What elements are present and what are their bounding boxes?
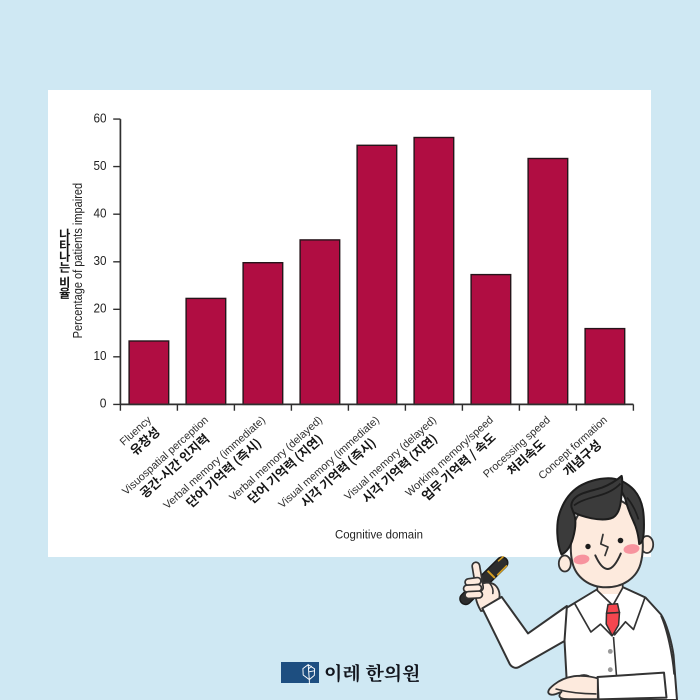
svg-text:50: 50 [94, 159, 107, 173]
svg-text:20: 20 [94, 302, 107, 316]
svg-text:0: 0 [100, 397, 107, 411]
svg-text:Percentage of patients impaire: Percentage of patients impaired [70, 183, 85, 339]
svg-text:60: 60 [94, 111, 107, 125]
svg-text:40: 40 [94, 207, 107, 221]
svg-text:10: 10 [94, 349, 107, 363]
svg-text:30: 30 [94, 254, 107, 268]
svg-text:Cognitive domain: Cognitive domain [335, 528, 423, 542]
